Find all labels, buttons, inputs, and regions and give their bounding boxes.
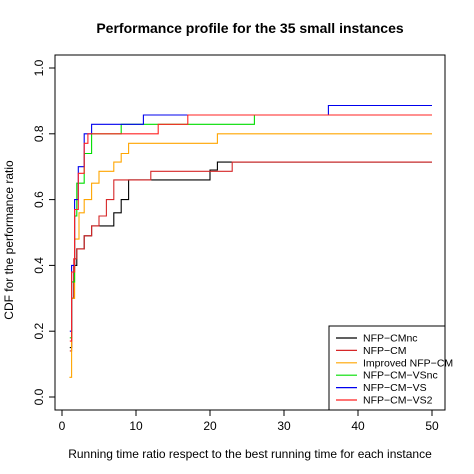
x-tick-label: 20: [203, 419, 217, 433]
y-tick-label: 0.6: [32, 191, 46, 208]
y-tick-label: 0.0: [32, 388, 46, 405]
y-tick-label: 0.4: [32, 257, 46, 274]
x-tick-label: 40: [351, 419, 365, 433]
series-line-nfp-cmnc: [69, 161, 432, 349]
legend-box: [328, 325, 446, 411]
series-line-nfp-cm-vs: [69, 104, 432, 332]
x-tick-label: 30: [277, 419, 291, 433]
x-tick-label: 10: [129, 419, 143, 433]
legend-entry-label: NFP−CMnc: [363, 333, 418, 345]
legend-entry-label: Improved NFP−CM: [363, 357, 453, 369]
y-tick-label: 0.8: [32, 125, 46, 142]
y-tick-label: 1.0: [32, 59, 46, 76]
y-axis-ticks: 0.0 0.2 0.4 0.6 0.8 1.0: [32, 59, 55, 405]
legend-entry-label: NFP−CM−VS: [363, 382, 427, 394]
x-tick-label: 50: [425, 419, 439, 433]
legend-entry-label: NFP−CM−VSnc: [363, 370, 438, 382]
series-lines: [69, 104, 432, 378]
legend-entry-label: NFP−CM−VS2: [363, 395, 433, 407]
x-axis-label: Running time ratio respect to the best r…: [68, 447, 432, 461]
x-axis-ticks: 0 10 20 30 40 50: [59, 410, 439, 433]
legend-entry-label: NFP−CM: [363, 345, 406, 357]
y-axis-label: CDF for the performance ratio: [2, 160, 16, 320]
series-line-nfp-cm-vs2: [69, 114, 432, 342]
series-line-nfp-cm: [69, 161, 432, 352]
y-tick-label: 0.2: [32, 323, 46, 340]
plot-area-frame: [54, 54, 446, 411]
x-tick-label: 0: [59, 419, 66, 433]
chart-title: Performance profile for the 35 small ins…: [96, 20, 404, 36]
series-line-nfp-cm-vsnc: [69, 114, 432, 339]
